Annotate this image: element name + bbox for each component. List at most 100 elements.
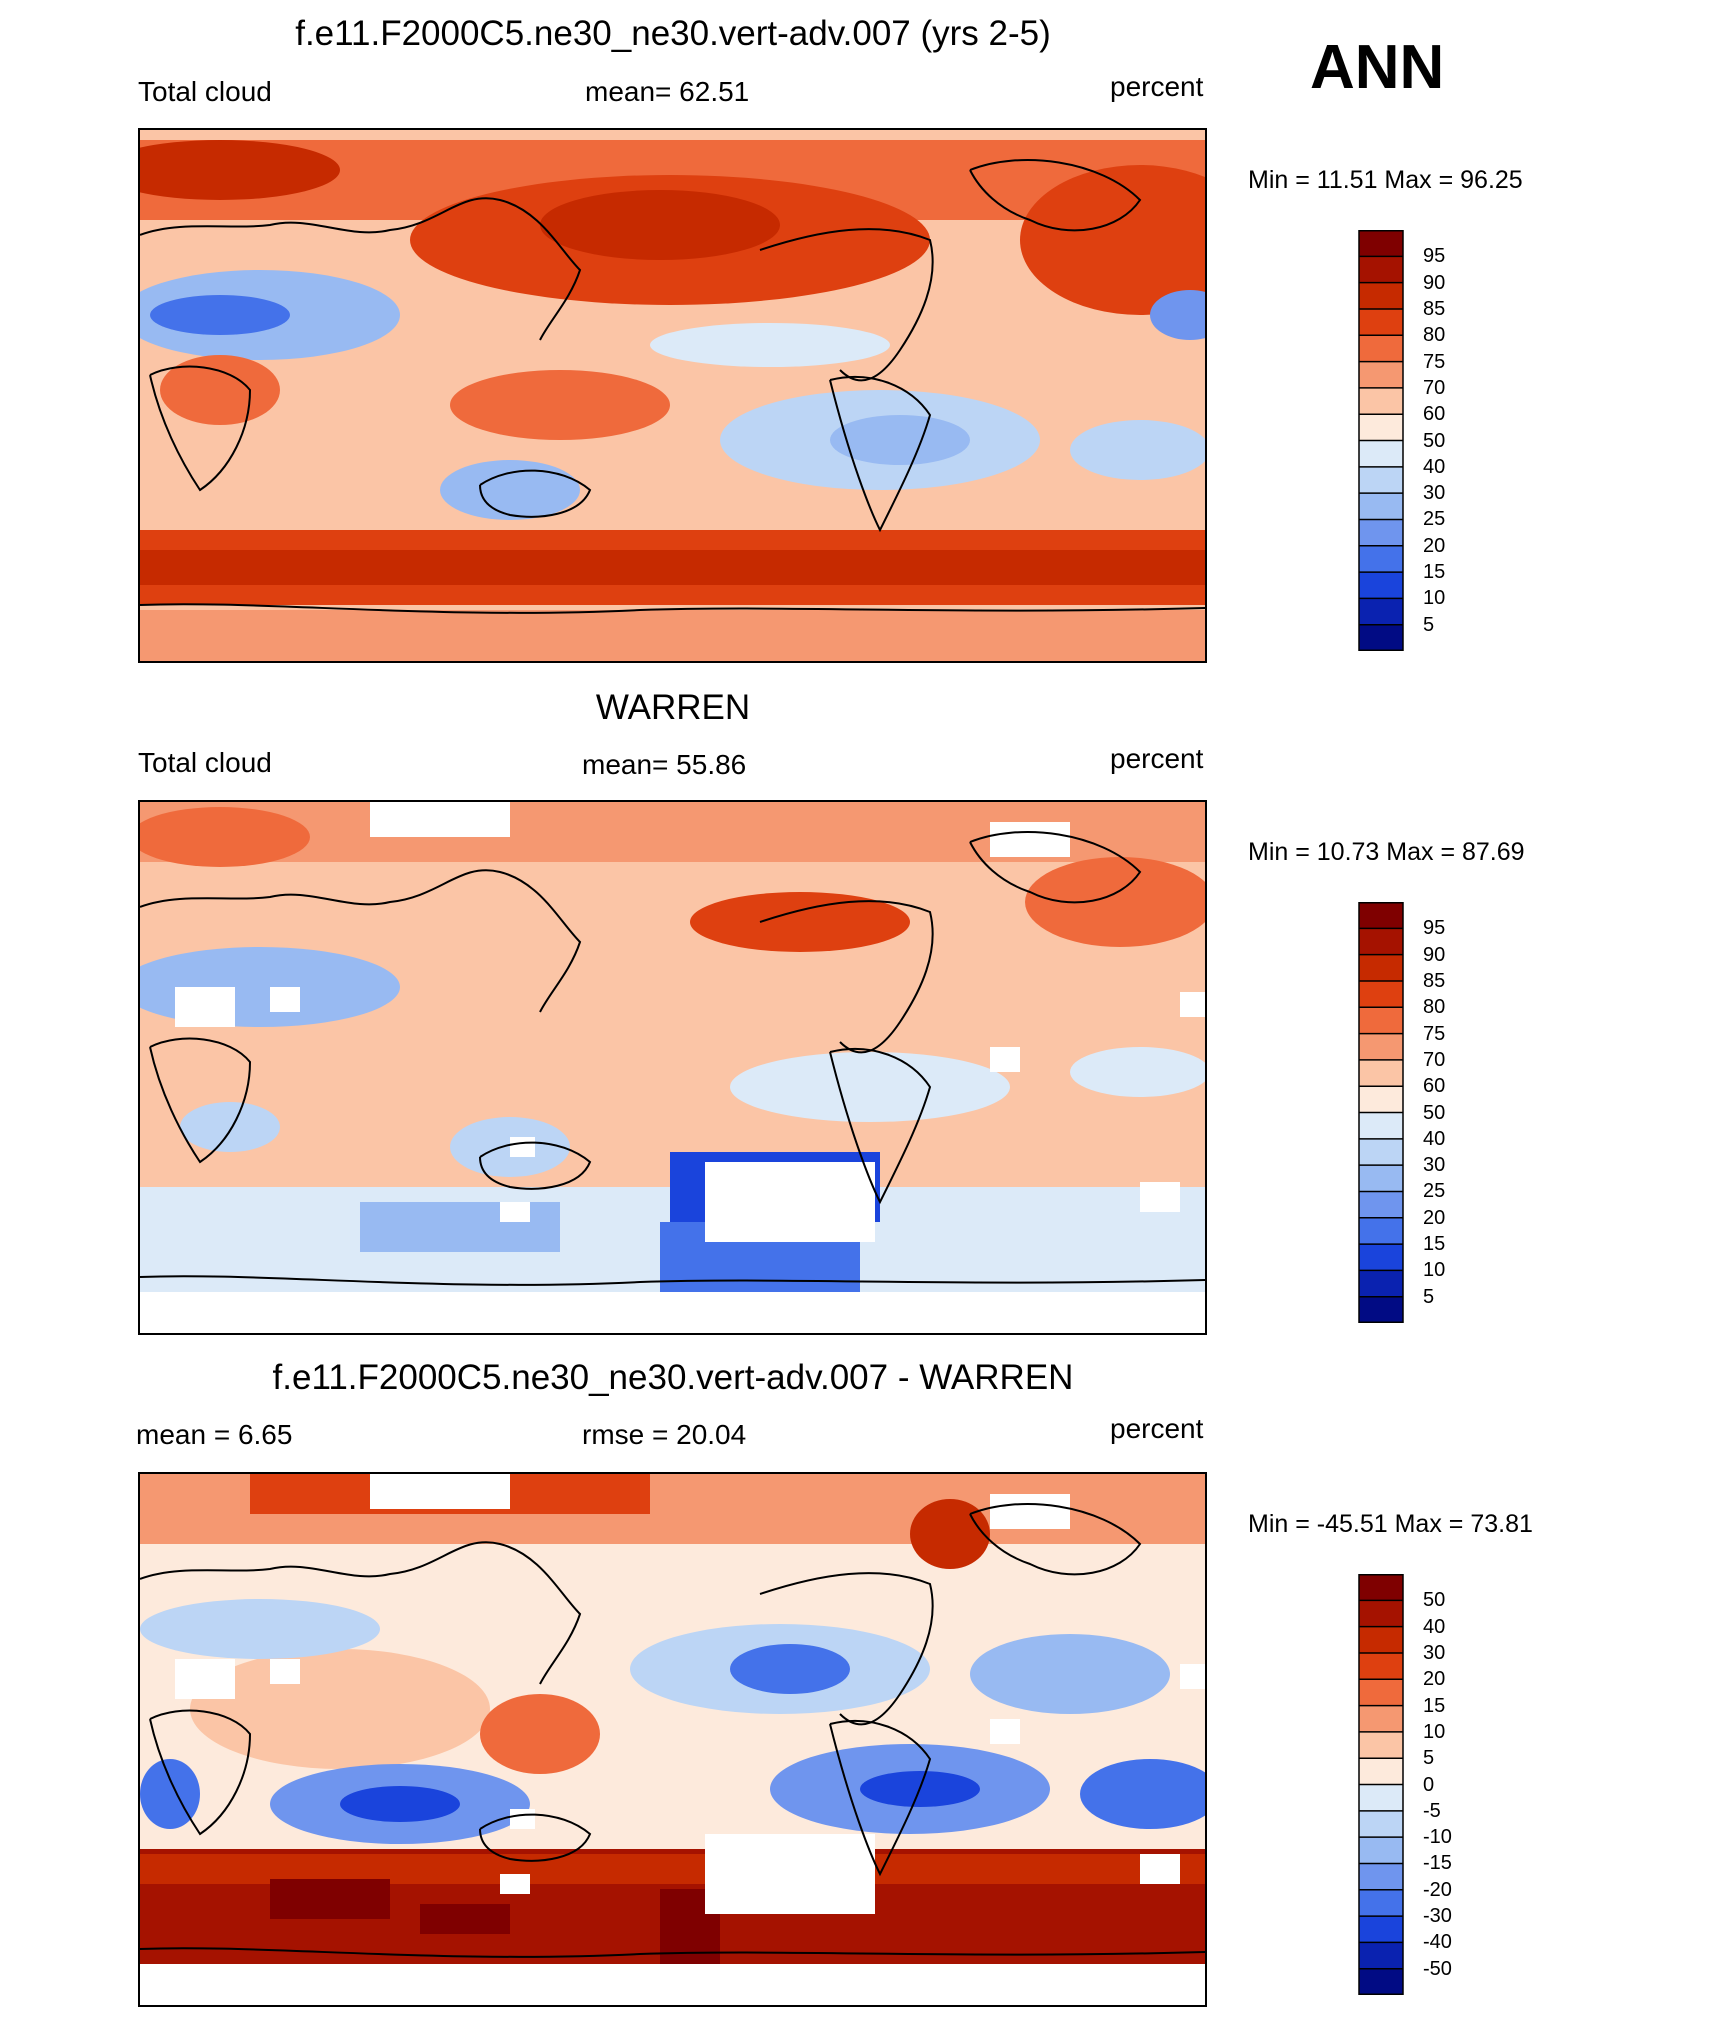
panel-2-units-label: percent	[1110, 743, 1204, 774]
colorbar-swatch	[1359, 1652, 1403, 1680]
colorbar-tick-label: 85	[1423, 969, 1446, 992]
colorbar-tick-label: 25	[1423, 508, 1446, 531]
colorbar-swatch	[1359, 1705, 1403, 1732]
colorbar-tick-label: 70	[1423, 1048, 1446, 1071]
colorbar-tick-label: 10	[1423, 1720, 1446, 1743]
panel-1-coastlines	[140, 159, 1205, 614]
panel-3-rmse-label: rmse = 20.04	[582, 1419, 747, 1450]
colorbar-tick-label: 50	[1423, 429, 1446, 452]
panel-3-coastlines	[140, 1503, 1205, 1958]
colorbar-tick-label: 90	[1423, 943, 1446, 966]
colorbar-swatch	[1359, 1244, 1403, 1271]
colorbar-tick-label: 20	[1423, 534, 1446, 557]
panel-3-mean-label: mean = 6.65	[136, 1419, 293, 1450]
colorbar-swatch	[1359, 1889, 1403, 1917]
colorbar-tick-label: 95	[1423, 917, 1446, 940]
colorbar-tick-label: 50	[1423, 1101, 1446, 1124]
colorbar-swatch	[1359, 954, 1403, 981]
colorbar-swatch	[1359, 1296, 1403, 1323]
colorbar-tick-label: 60	[1423, 1075, 1446, 1098]
panel-3-map	[138, 1472, 1207, 2007]
panel-3-maritime-pos	[480, 1694, 600, 1774]
panel-2-npacific-max	[690, 892, 910, 952]
colorbar-swatch	[1359, 1600, 1403, 1627]
colorbar-tick-label: 25	[1423, 1180, 1446, 1203]
panel-2-colorbar	[1358, 902, 1404, 1323]
colorbar-swatch	[1359, 1837, 1403, 1864]
colorbar-swatch	[1359, 335, 1403, 362]
colorbar-swatch	[1359, 440, 1403, 467]
colorbar-swatch	[1359, 466, 1403, 494]
colorbar-swatch	[1359, 1270, 1403, 1297]
colorbar-swatch	[1359, 1165, 1403, 1192]
season-label: ANN	[1310, 33, 1445, 102]
panel-2-colorbar-svg	[1358, 902, 1404, 1323]
colorbar-swatch	[1359, 1112, 1403, 1139]
colorbar-swatch	[1359, 1217, 1403, 1245]
colorbar-swatch	[1359, 1138, 1403, 1166]
panel-3-minmax: Min = -45.51 Max = 73.81	[1248, 1510, 1533, 1538]
panel-3-satlantic-neg	[1080, 1759, 1205, 1829]
panel-1-sepacific-core	[830, 415, 970, 465]
panel-1-map	[138, 128, 1207, 663]
colorbar-tick-label: 30	[1423, 482, 1446, 505]
panel-1-mean-label: mean= 62.51	[585, 76, 750, 107]
colorbar-tick-label: 30	[1423, 1641, 1446, 1664]
panel-1-variable-label: Total cloud	[138, 76, 272, 107]
panel-3-africa-pos	[190, 1649, 490, 1769]
panel-2-natlantic-max	[1025, 857, 1205, 947]
panel-2-arctic-max	[140, 807, 310, 867]
colorbar-swatch	[1359, 1863, 1403, 1890]
panel-2-satlantic-clear	[1070, 1047, 1205, 1097]
panel-1-natlantic-max	[1020, 165, 1205, 315]
colorbar-tick-label: 20	[1423, 1206, 1446, 1229]
panel-1-antarctica	[140, 610, 1205, 661]
colorbar-tick-label: 85	[1423, 297, 1446, 320]
colorbar-tick-label: 75	[1423, 350, 1446, 373]
colorbar-tick-label: 40	[1423, 1615, 1446, 1638]
colorbar-border	[1358, 1574, 1404, 1995]
colorbar-swatch	[1359, 1916, 1403, 1943]
panel-1-satlantic-clear	[1070, 420, 1205, 480]
colorbar-tick-label: -30	[1423, 1905, 1452, 1928]
panel-1-map-svg	[140, 130, 1205, 661]
panel-2-map-svg	[140, 802, 1205, 1333]
panel-3-title: f.e11.F2000C5.ne30_ne30.vert-adv.007 - W…	[272, 1358, 1074, 1397]
colorbar-swatch	[1359, 545, 1403, 573]
colorbar-tick-label: -10	[1423, 1826, 1452, 1849]
colorbar-tick-label: 5	[1423, 613, 1435, 636]
colorbar-tick-label: -20	[1423, 1878, 1452, 1901]
panel-3-so-max-cells	[270, 1879, 720, 1964]
panel-2-missing-data	[140, 802, 1205, 1333]
colorbar-swatch	[1359, 1059, 1403, 1087]
colorbar-border	[1358, 230, 1404, 651]
colorbar-tick-label: -5	[1423, 1799, 1441, 1822]
colorbar-swatch	[1359, 624, 1403, 651]
panel-1-colorbar	[1358, 230, 1404, 651]
panel-3-greenland-max	[910, 1499, 990, 1569]
colorbar-tick-label: 10	[1423, 587, 1446, 610]
colorbar-tick-label: 40	[1423, 1127, 1446, 1150]
colorbar-swatch	[1359, 1731, 1403, 1759]
colorbar-swatch	[1359, 1574, 1403, 1601]
colorbar-swatch	[1359, 361, 1403, 388]
colorbar-swatch	[1359, 980, 1403, 1008]
panel-1-colorbar-svg	[1358, 230, 1404, 651]
colorbar-tick-label: 15	[1423, 1694, 1446, 1717]
panel-1-npacific-subtropic	[650, 323, 890, 367]
colorbar-tick-label: 10	[1423, 1259, 1446, 1282]
panel-1-maritime-cont	[450, 370, 670, 440]
colorbar-swatch	[1359, 387, 1403, 415]
colorbar-tick-label: 20	[1423, 1668, 1446, 1691]
panel-2-safrica-clear	[180, 1102, 280, 1152]
colorbar-swatch	[1359, 1758, 1403, 1785]
colorbar-swatch	[1359, 1086, 1403, 1113]
colorbar-tick-label: 5	[1423, 1285, 1435, 1308]
colorbar-tick-label: 15	[1423, 561, 1446, 584]
colorbar-tick-label: 70	[1423, 376, 1446, 399]
panel-3-natlantic-neg	[970, 1634, 1170, 1714]
colorbar-tick-label: -15	[1423, 1852, 1452, 1875]
colorbar-tick-label: 15	[1423, 1233, 1446, 1256]
panel-1-arctic-max	[140, 140, 340, 200]
colorbar-tick-label: 40	[1423, 455, 1446, 478]
